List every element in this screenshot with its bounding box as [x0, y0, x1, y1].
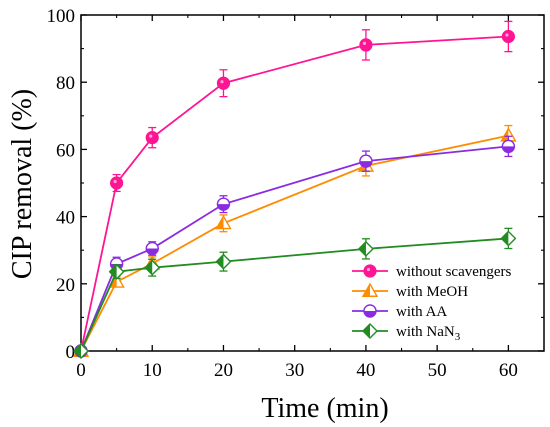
legend-item: without scavengers: [352, 264, 512, 280]
x-tick-label: 20: [214, 360, 233, 381]
data-point: [501, 29, 515, 44]
data-point: [110, 176, 124, 190]
data-point: [73, 343, 89, 359]
x-tick-label: 60: [499, 360, 518, 381]
data-point: [500, 230, 517, 247]
y-axis-title: CIP removal (%): [7, 89, 38, 279]
data-point: [216, 197, 231, 211]
legend-swatch-marker: [362, 323, 378, 339]
legend-item: with NaN3: [352, 323, 461, 343]
series-line: [80, 145, 509, 352]
series-line: [80, 237, 509, 352]
series-line: [80, 134, 509, 352]
data-point: [145, 241, 159, 256]
legend-item: with MeOH: [352, 282, 468, 300]
legend-label: with NaN3: [396, 324, 461, 343]
series-1: [72, 124, 517, 357]
y-tick-label: 0: [66, 342, 76, 363]
data-point: [501, 139, 516, 154]
legend-swatch-marker: [363, 304, 377, 318]
legend-label: with MeOH: [396, 284, 468, 300]
x-tick-label: 40: [356, 360, 375, 381]
data-point: [216, 76, 231, 90]
x-tick-label: 30: [285, 360, 304, 381]
plot-frame-layer: [80, 14, 545, 352]
x-tick-label: 50: [428, 360, 447, 381]
data-point: [359, 38, 373, 52]
plot-frame: [80, 14, 545, 352]
data-point: [215, 253, 232, 270]
x-tick-label: 10: [143, 360, 162, 381]
tick-layer: 0 10 20 30 40 50 60 0 20 40 60 80 100: [47, 6, 544, 381]
data-point: [145, 131, 159, 145]
y-tick-label: 40: [56, 208, 75, 229]
legend-label: with AA: [396, 304, 447, 320]
legend-label: without scavengers: [396, 264, 512, 280]
series-0: [74, 20, 515, 358]
y-tick-label: 60: [56, 140, 75, 161]
series-layer: [72, 20, 517, 359]
data-point: [215, 214, 232, 230]
data-point: [144, 259, 161, 276]
x-tick-label: 0: [76, 360, 86, 381]
legend-item: with AA: [352, 304, 447, 320]
data-point: [357, 240, 374, 257]
legend: without scavengers with MeOH with AA with N…: [352, 264, 512, 343]
data-point: [359, 154, 373, 168]
y-tick-label: 20: [56, 275, 75, 296]
series-line: [80, 35, 509, 352]
y-tick-label: 80: [56, 73, 75, 94]
legend-swatch-marker: [361, 282, 379, 297]
y-tick-label: 100: [47, 6, 76, 27]
data-point: [108, 263, 125, 280]
legend-swatch-marker: [363, 264, 377, 278]
x-axis-title: Time (min): [261, 393, 388, 424]
series-3: [73, 227, 517, 359]
